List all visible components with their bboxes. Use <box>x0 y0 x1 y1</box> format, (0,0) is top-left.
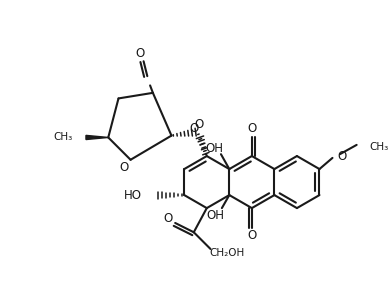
Polygon shape <box>86 135 108 139</box>
Text: O: O <box>120 161 129 174</box>
Text: HO: HO <box>123 189 142 201</box>
Text: OH: OH <box>206 209 224 222</box>
Text: CH₃: CH₃ <box>54 133 73 142</box>
Text: O: O <box>247 122 256 135</box>
Text: O: O <box>189 122 198 135</box>
Text: O: O <box>195 118 204 131</box>
Text: CH₂OH: CH₂OH <box>210 248 245 258</box>
Text: O: O <box>247 230 256 243</box>
Text: OH: OH <box>206 142 223 155</box>
Text: O: O <box>135 47 144 60</box>
Text: O: O <box>337 150 346 162</box>
Text: CH₃: CH₃ <box>370 142 388 152</box>
Text: O: O <box>163 212 172 225</box>
